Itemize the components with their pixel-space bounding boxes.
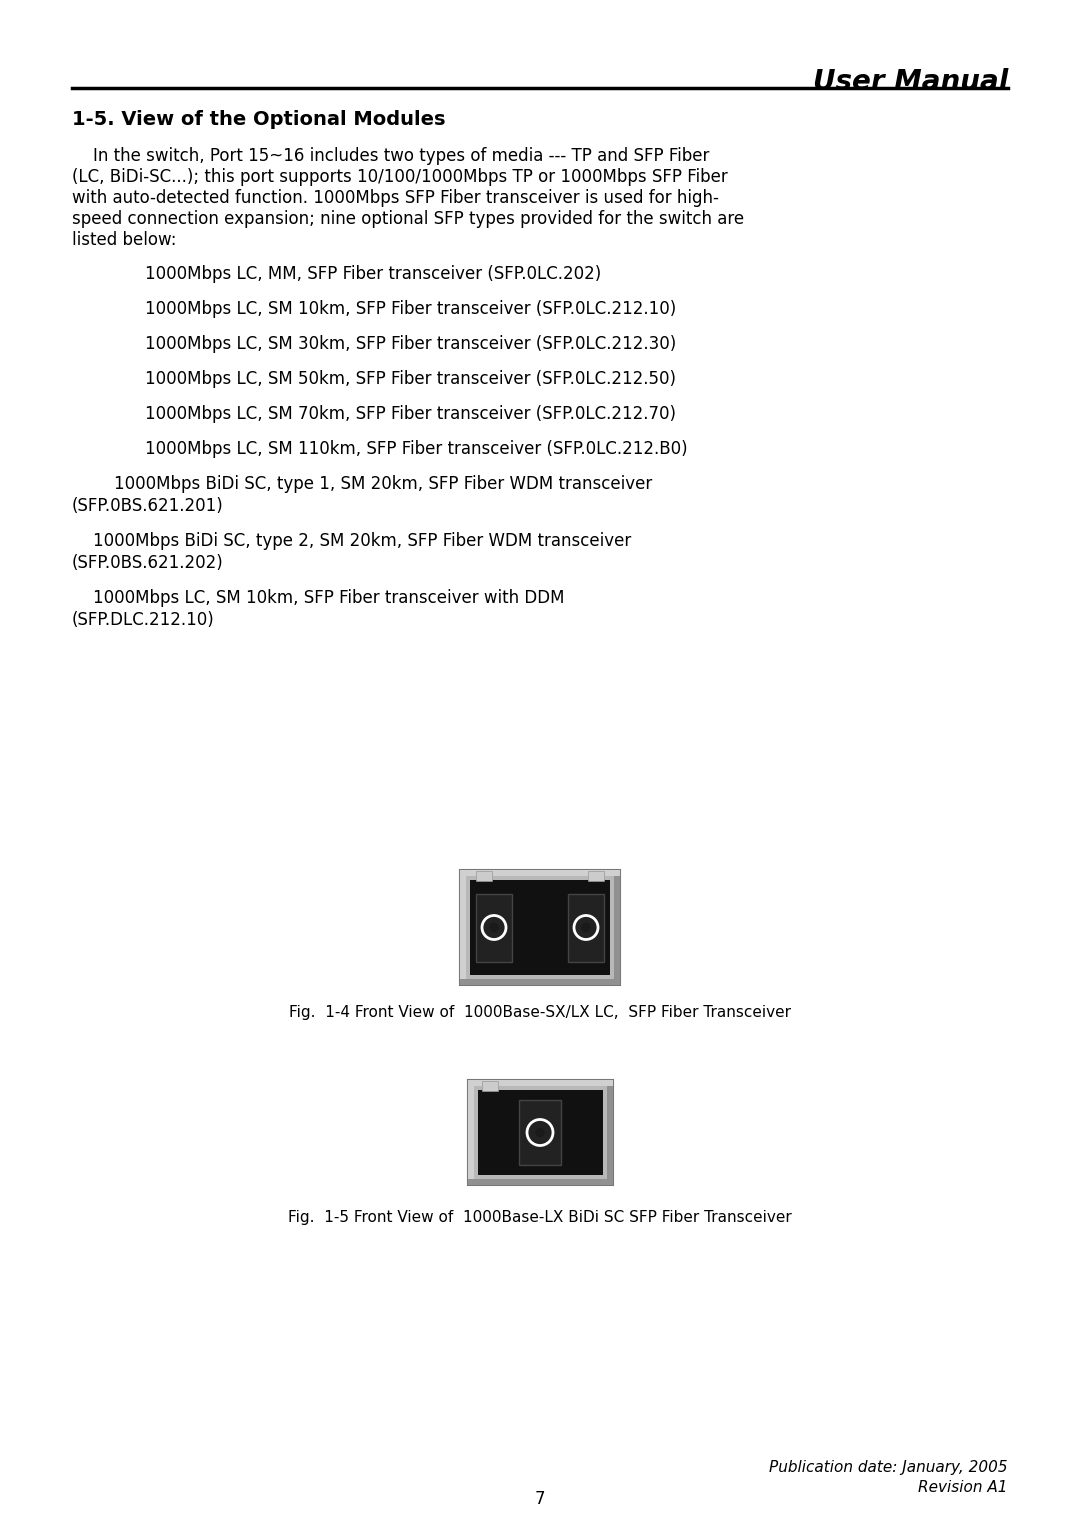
Text: User Manual: User Manual — [813, 69, 1008, 96]
Text: 1000Mbps BiDi SC, type 1, SM 20km, SFP Fiber WDM transceiver: 1000Mbps BiDi SC, type 1, SM 20km, SFP F… — [72, 475, 652, 493]
Bar — [460, 870, 620, 984]
Bar — [588, 871, 604, 881]
Text: 1000Mbps BiDi SC, type 2, SM 20km, SFP Fiber WDM transceiver: 1000Mbps BiDi SC, type 2, SM 20km, SFP F… — [72, 533, 631, 549]
Text: 1000Mbps LC, SM 10km, SFP Fiber transceiver (SFP.0LC.212.10): 1000Mbps LC, SM 10km, SFP Fiber transcei… — [145, 301, 676, 317]
Bar — [468, 1180, 612, 1186]
Bar — [468, 1080, 612, 1087]
Bar — [568, 894, 604, 961]
Bar — [519, 1100, 561, 1164]
Bar — [482, 1080, 498, 1091]
Text: (LC, BiDi-SC...); this port supports 10/100/1000Mbps TP or 1000Mbps SFP Fiber: (LC, BiDi-SC...); this port supports 10/… — [72, 168, 728, 186]
Bar — [476, 894, 512, 961]
Bar — [468, 1080, 473, 1186]
Bar — [468, 1080, 612, 1186]
Bar — [476, 871, 492, 881]
Text: (SFP.0BS.621.202): (SFP.0BS.621.202) — [72, 554, 224, 572]
Bar — [615, 870, 620, 984]
Text: listed below:: listed below: — [72, 230, 176, 249]
Text: Revision A1: Revision A1 — [918, 1480, 1008, 1495]
Text: 1000Mbps LC, SM 70km, SFP Fiber transceiver (SFP.0LC.212.70): 1000Mbps LC, SM 70km, SFP Fiber transcei… — [145, 404, 676, 423]
Circle shape — [582, 923, 590, 931]
Text: Publication date: January, 2005: Publication date: January, 2005 — [769, 1460, 1008, 1476]
Text: 1-5. View of the Optional Modules: 1-5. View of the Optional Modules — [72, 110, 446, 130]
Text: 1000Mbps LC, SM 110km, SFP Fiber transceiver (SFP.0LC.212.B0): 1000Mbps LC, SM 110km, SFP Fiber transce… — [145, 439, 688, 458]
Text: 1000Mbps LC, MM, SFP Fiber transceiver (SFP.0LC.202): 1000Mbps LC, MM, SFP Fiber transceiver (… — [145, 266, 602, 282]
Bar — [470, 881, 610, 975]
Circle shape — [536, 1129, 544, 1137]
Text: 7: 7 — [535, 1489, 545, 1508]
Circle shape — [490, 923, 498, 931]
Bar — [460, 980, 620, 984]
Text: 1000Mbps LC, SM 50km, SFP Fiber transceiver (SFP.0LC.212.50): 1000Mbps LC, SM 50km, SFP Fiber transcei… — [145, 369, 676, 388]
Text: In the switch, Port 15~16 includes two types of media --- TP and SFP Fiber: In the switch, Port 15~16 includes two t… — [72, 146, 710, 165]
Text: with auto-detected function. 1000Mbps SFP Fiber transceiver is used for high-: with auto-detected function. 1000Mbps SF… — [72, 189, 719, 208]
Text: speed connection expansion; nine optional SFP types provided for the switch are: speed connection expansion; nine optiona… — [72, 211, 744, 227]
Text: 1000Mbps LC, SM 30km, SFP Fiber transceiver (SFP.0LC.212.30): 1000Mbps LC, SM 30km, SFP Fiber transcei… — [145, 336, 676, 353]
Bar — [477, 1090, 603, 1175]
Bar — [460, 870, 465, 984]
Text: Fig.  1-5 Front View of  1000Base-LX BiDi SC SFP Fiber Transceiver: Fig. 1-5 Front View of 1000Base-LX BiDi … — [288, 1210, 792, 1225]
Text: Fig.  1-4 Front View of  1000Base-SX/LX LC,  SFP Fiber Transceiver: Fig. 1-4 Front View of 1000Base-SX/LX LC… — [289, 1006, 791, 1019]
Bar — [607, 1080, 612, 1186]
Bar — [460, 870, 620, 876]
Text: (SFP.0BS.621.201): (SFP.0BS.621.201) — [72, 497, 224, 514]
Text: 1000Mbps LC, SM 10km, SFP Fiber transceiver with DDM: 1000Mbps LC, SM 10km, SFP Fiber transcei… — [72, 589, 565, 607]
Text: (SFP.DLC.212.10): (SFP.DLC.212.10) — [72, 610, 215, 629]
